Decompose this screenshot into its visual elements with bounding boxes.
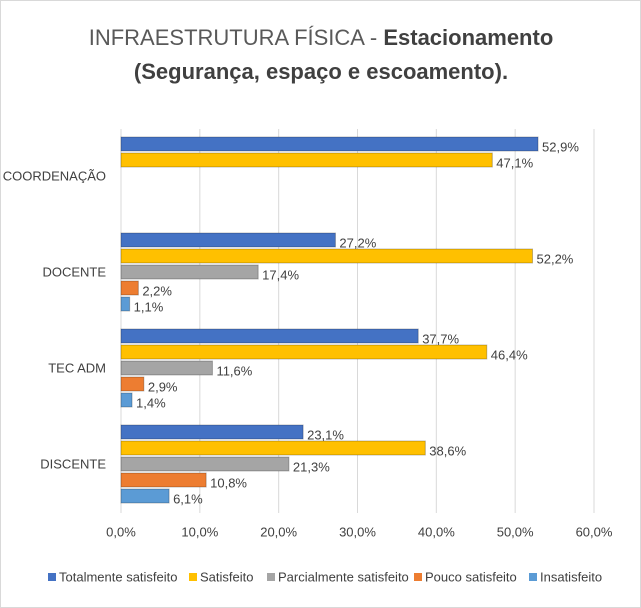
x-tick-label: 40,0% bbox=[418, 524, 455, 539]
value-label: 21,3% bbox=[293, 459, 330, 474]
value-label: 46,4% bbox=[491, 347, 528, 362]
value-label: 23,1% bbox=[307, 427, 344, 442]
legend-label: Pouco satisfeito bbox=[425, 569, 517, 584]
legend-swatch bbox=[48, 573, 56, 581]
value-label: 27,2% bbox=[339, 235, 376, 250]
x-tick-label: 20,0% bbox=[260, 524, 297, 539]
legend-label: Satisfeito bbox=[200, 569, 253, 584]
chart-title: INFRAESTRUTURA FÍSICA - Estacionamento (… bbox=[61, 21, 581, 89]
value-label: 1,1% bbox=[134, 299, 164, 314]
bar bbox=[120, 264, 259, 280]
y-tick-label: TEC ADM bbox=[48, 360, 106, 375]
title-regular: INFRAESTRUTURA FÍSICA - bbox=[88, 25, 378, 50]
value-label: 10,8% bbox=[210, 475, 247, 490]
bar bbox=[120, 136, 539, 152]
legend-label: Totalmente satisfeito bbox=[59, 569, 178, 584]
bar bbox=[120, 248, 534, 264]
bar bbox=[120, 280, 139, 296]
bar bbox=[120, 392, 133, 408]
legend-label: Insatisfeito bbox=[540, 569, 602, 584]
value-label: 6,1% bbox=[173, 491, 203, 506]
bar bbox=[120, 296, 131, 312]
value-label: 52,2% bbox=[537, 251, 574, 266]
value-label: 11,6% bbox=[216, 363, 252, 378]
y-tick-label: COORDENAÇÃO bbox=[3, 168, 106, 183]
y-tick-label: DOCENTE bbox=[42, 264, 106, 279]
legend-swatch bbox=[529, 573, 537, 581]
value-label: 37,7% bbox=[422, 331, 459, 346]
legend-swatch bbox=[189, 573, 197, 581]
x-tick-label: 50,0% bbox=[497, 524, 534, 539]
value-label: 17,4% bbox=[262, 267, 299, 282]
bar bbox=[120, 488, 170, 504]
legend-label: Parcialmente satisfeito bbox=[278, 569, 409, 584]
bar bbox=[120, 232, 336, 248]
legend-swatch bbox=[267, 573, 275, 581]
value-label: 2,9% bbox=[148, 379, 178, 394]
x-tick-label: 10,0% bbox=[181, 524, 218, 539]
bar bbox=[120, 360, 213, 376]
legend-swatch bbox=[414, 573, 422, 581]
bar bbox=[120, 424, 304, 440]
bar bbox=[120, 376, 145, 392]
value-label: 1,4% bbox=[136, 395, 166, 410]
bar bbox=[120, 456, 290, 472]
x-tick-label: 30,0% bbox=[339, 524, 376, 539]
bar bbox=[120, 472, 207, 488]
value-label: 52,9% bbox=[542, 139, 579, 154]
y-tick-label: DISCENTE bbox=[40, 456, 106, 471]
x-tick-label: 0,0% bbox=[106, 524, 136, 539]
bar bbox=[120, 344, 488, 360]
bar bbox=[120, 328, 419, 344]
title-bold: Estacionamento (Segurança, espaço e esco… bbox=[133, 25, 554, 84]
value-label: 38,6% bbox=[429, 443, 466, 458]
value-label: 2,2% bbox=[142, 283, 172, 298]
bar bbox=[120, 152, 493, 168]
value-label: 47,1% bbox=[496, 155, 533, 170]
bar bbox=[120, 440, 426, 456]
x-tick-label: 60,0% bbox=[576, 524, 613, 539]
